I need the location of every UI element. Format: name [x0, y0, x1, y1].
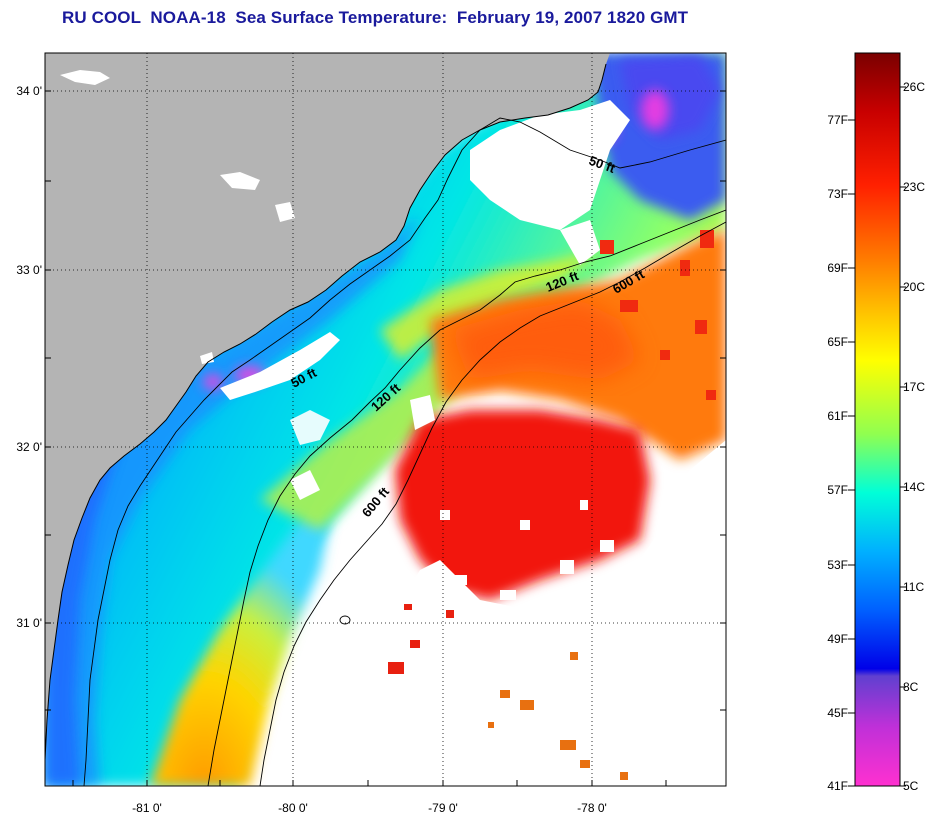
- contour-600ft: [259, 221, 726, 786]
- coastline: [45, 63, 607, 761]
- colorbar-label-5c: 5C: [903, 779, 919, 793]
- colorbar-label-20c: 20C: [903, 280, 926, 294]
- lat-label-32: 32 0': [16, 440, 42, 454]
- lon-label-79: -79 0': [428, 801, 458, 815]
- map-title: RU COOL NOAA-18 Sea Surface Temperature:…: [62, 8, 689, 27]
- lon-label-81: -81 0': [132, 801, 162, 815]
- lon-label-80: -80 0': [278, 801, 308, 815]
- lat-label-33: 33 0': [16, 263, 42, 277]
- sst-field: [45, 53, 726, 786]
- colorbar-ticks: [848, 86, 906, 787]
- colorbar-label-17c: 17C: [903, 380, 926, 394]
- colorbar-label-77f: 77F: [827, 113, 848, 127]
- contour-120ft: [207, 209, 726, 786]
- colorbar-label-49f: 49F: [827, 632, 848, 646]
- colorbar-label-41f: 41F: [827, 779, 848, 793]
- colorbar-gradient: [854, 52, 901, 787]
- colorbar-label-14c: 14C: [903, 480, 926, 494]
- colorbar-label-61f: 61F: [827, 409, 848, 423]
- colorbar-label-11c: 11C: [903, 580, 925, 594]
- colorbar-label-69f: 69F: [827, 261, 848, 275]
- colorbar-label-45f: 45F: [827, 706, 848, 720]
- cloud-mask: [220, 100, 726, 786]
- colorbar-label-57f: 57F: [827, 483, 848, 497]
- colorbar: [848, 52, 906, 787]
- lon-label-78: -78 0': [577, 801, 607, 815]
- graticule: [45, 53, 726, 786]
- lat-label-31: 31 0': [16, 616, 42, 630]
- lat-label-34: 34 0': [16, 84, 42, 98]
- colorbar-label-73f: 73F: [827, 187, 848, 201]
- colorbar-label-8c: 8C: [903, 680, 919, 694]
- latitude-ticks: [45, 90, 726, 711]
- colorbar-label-65f: 65F: [827, 335, 848, 349]
- colorbar-label-23c: 23C: [903, 180, 926, 194]
- depth-contours: [83, 117, 726, 786]
- longitude-ticks: [72, 780, 667, 786]
- map-frame: [44, 52, 727, 787]
- map-area: 50 ft 50 ft 120 ft 120 ft 600 ft 600 ft: [45, 53, 726, 786]
- land-mass: [45, 53, 610, 786]
- scattered-sst-pixels: [388, 604, 628, 780]
- colorbar-label-53f: 53F: [827, 558, 848, 572]
- colorbar-label-26c: 26C: [903, 80, 926, 94]
- contour-50ft: [83, 117, 726, 786]
